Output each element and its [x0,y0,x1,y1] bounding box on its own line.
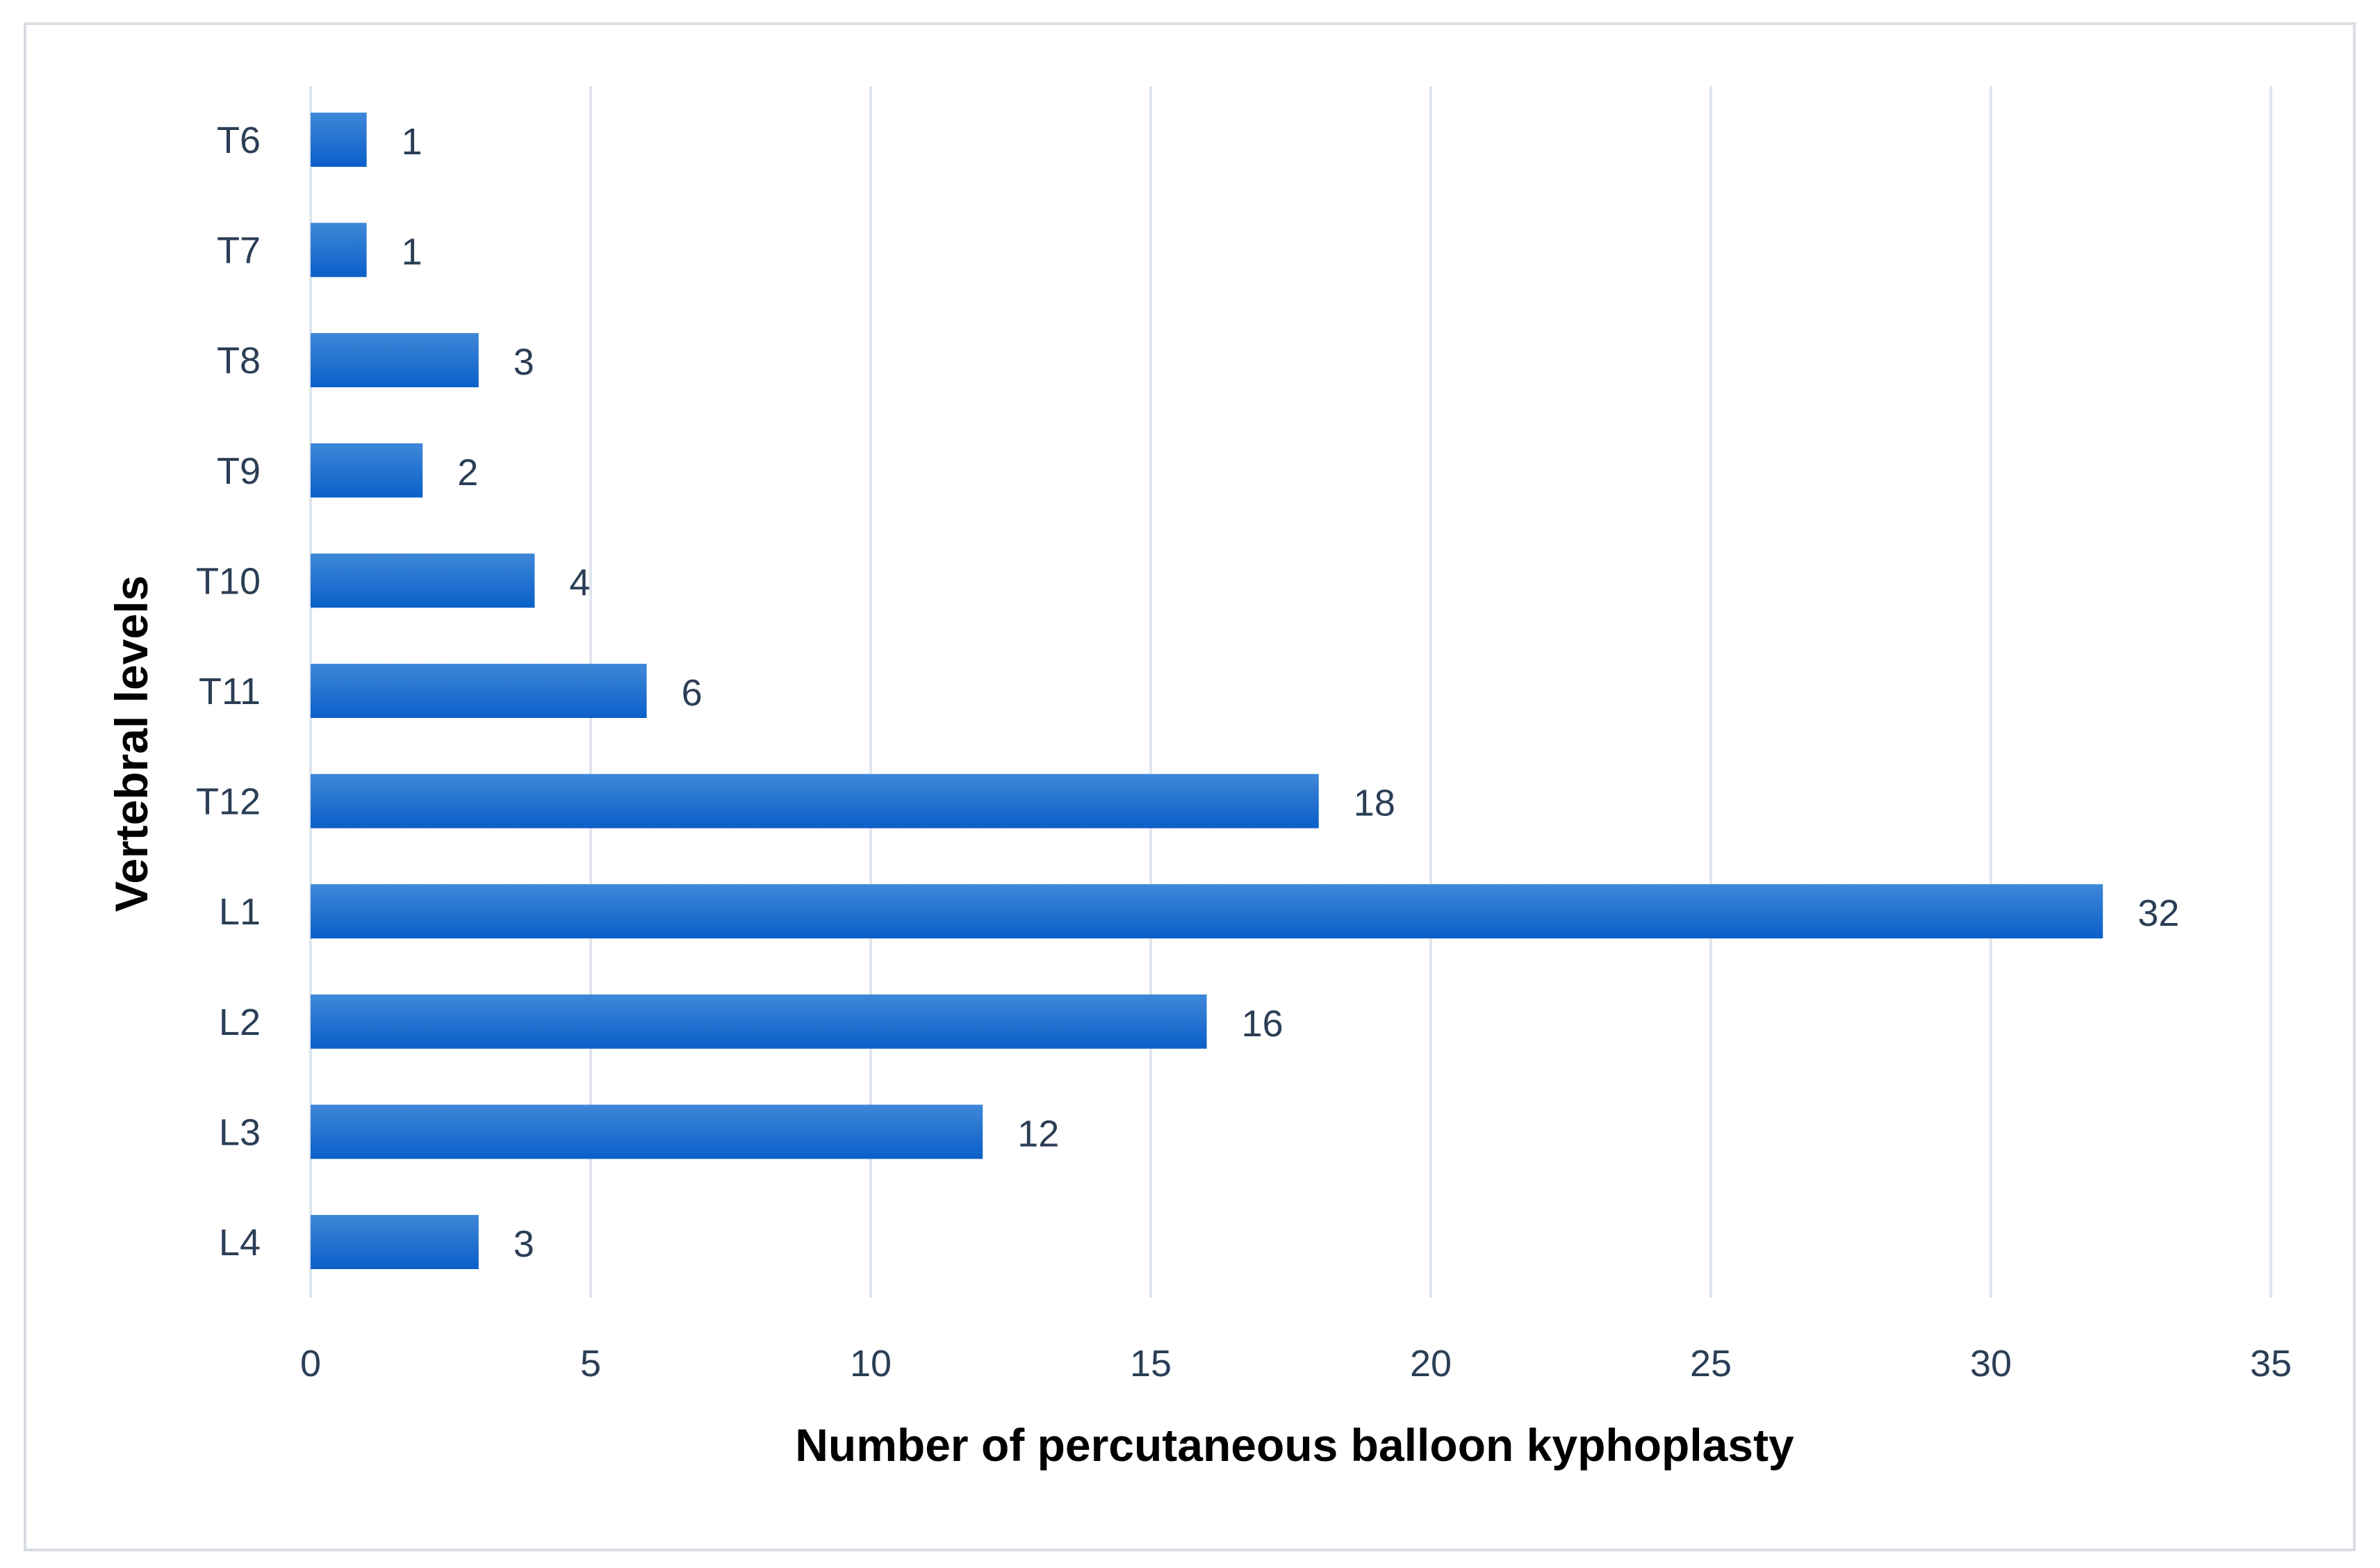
bar-l2 [311,994,1207,1049]
y-category-label: T12 [196,781,261,823]
bar-t9 [311,443,423,498]
y-category-label: L2 [219,1002,261,1043]
bar-t8 [311,333,479,388]
data-label-t7: 1 [402,231,422,273]
data-label-t11: 6 [682,672,703,714]
x-tick-label: 25 [1690,1343,1732,1385]
y-category-label: L1 [219,891,261,933]
bar-t11 [311,664,647,718]
data-label-t10: 4 [569,562,590,603]
x-tick-label: 35 [2250,1343,2292,1385]
bar-l3 [311,1104,983,1159]
gridlines [309,86,2272,1298]
data-label-l1: 32 [2137,892,2179,934]
y-category-label: L3 [219,1111,261,1153]
y-category-label: L4 [219,1222,261,1264]
y-axis-title: Vertebral levels [106,575,157,912]
x-tick-label: 5 [580,1343,601,1385]
bar-l1 [311,884,2103,939]
labels: 0 5 10 15 20 25 30 35 T6 1 T7 1 T8 3 T9 2 T10 4 T11 6 T12 18 L… [196,120,2292,1385]
x-axis-title: Number of percutaneous balloon kyphoplas… [795,1419,1794,1471]
y-category-label: T10 [196,560,261,602]
x-tick-label: 20 [1410,1343,1452,1385]
data-label-t9: 2 [457,452,478,493]
bar-t7 [311,222,367,277]
data-label-t6: 1 [402,121,422,163]
bar-t12 [311,774,1319,828]
y-category-label: T6 [217,120,261,161]
y-category-label: T9 [217,450,261,492]
bar-l4 [311,1215,479,1269]
bar-t10 [311,553,535,608]
x-tick-label: 10 [850,1343,892,1385]
data-label-l3: 12 [1017,1113,1059,1154]
y-category-label: T7 [217,230,261,272]
x-tick-label: 0 [300,1343,321,1385]
data-label-l2: 16 [1242,1003,1283,1045]
x-tick-label: 30 [1970,1343,2012,1385]
x-tick-label: 15 [1130,1343,1172,1385]
y-category-label: T8 [217,340,261,382]
y-category-label: T11 [199,671,261,712]
bars [311,113,2103,1269]
bar-t6 [311,113,367,167]
data-label-t8: 3 [514,341,534,383]
data-label-t12: 18 [1354,783,1395,824]
data-label-l4: 3 [514,1223,534,1265]
